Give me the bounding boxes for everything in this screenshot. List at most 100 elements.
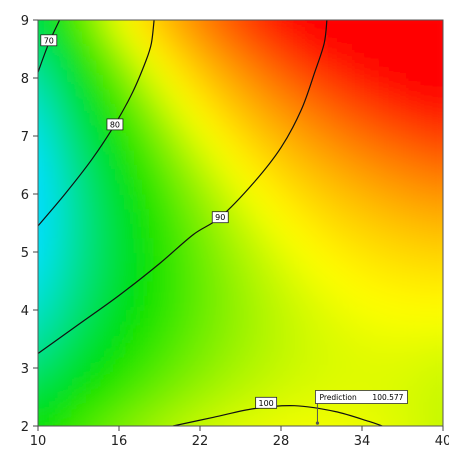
heatmap-cell bbox=[307, 266, 322, 282]
heatmap-cell bbox=[388, 237, 403, 253]
heatmap-cell bbox=[240, 396, 255, 412]
heatmap-cell bbox=[172, 48, 187, 64]
heatmap-cell bbox=[199, 295, 214, 311]
heatmap-cell bbox=[91, 309, 106, 325]
heatmap-cell bbox=[429, 20, 443, 35]
heatmap-cell bbox=[91, 367, 106, 383]
heatmap-cell bbox=[132, 20, 147, 21]
contour-label-box-100 bbox=[255, 396, 278, 409]
heatmap-cell bbox=[294, 179, 309, 195]
heatmap-cell bbox=[159, 0, 174, 6]
heatmap-cell bbox=[253, 20, 268, 21]
heatmap-cell bbox=[361, 251, 376, 267]
heatmap-cell bbox=[253, 48, 268, 64]
heatmap-cell bbox=[213, 411, 228, 426]
heatmap-cell bbox=[118, 222, 133, 238]
heatmap-cell bbox=[172, 411, 187, 426]
heatmap-cell bbox=[145, 63, 160, 79]
heatmap-cell bbox=[267, 338, 282, 354]
heatmap-cell bbox=[172, 20, 187, 35]
heatmap-cell bbox=[64, 34, 79, 50]
heatmap-cell bbox=[92, 0, 107, 6]
heatmap-cell bbox=[307, 208, 322, 224]
heatmap-cell bbox=[132, 338, 147, 354]
heatmap-cell bbox=[64, 164, 79, 180]
heatmap-cell bbox=[159, 208, 174, 224]
heatmap-cell bbox=[388, 106, 403, 122]
heatmap-cell bbox=[38, 280, 52, 296]
heatmap-cell bbox=[240, 193, 255, 209]
contour-lines bbox=[38, 20, 383, 426]
heatmap-cell bbox=[132, 193, 147, 209]
heatmap-cell bbox=[348, 295, 363, 311]
heatmap-cell bbox=[334, 266, 349, 282]
heatmap-cell bbox=[38, 237, 52, 253]
heatmap-cell bbox=[38, 48, 39, 64]
heatmap-cell bbox=[132, 440, 147, 456]
heatmap-cell bbox=[253, 353, 268, 369]
heatmap-cell bbox=[78, 34, 93, 50]
heatmap-cell bbox=[226, 92, 241, 108]
heatmap-cell bbox=[51, 309, 66, 325]
heatmap-cell bbox=[213, 150, 228, 166]
heatmap-cell bbox=[91, 20, 106, 35]
heatmap-cell bbox=[280, 20, 295, 21]
y-tick-label: 3 bbox=[21, 362, 29, 377]
heatmap-cell bbox=[334, 92, 349, 108]
heatmap-cell bbox=[240, 63, 255, 79]
heatmap-cell bbox=[294, 295, 309, 311]
heatmap-cell bbox=[334, 309, 349, 325]
heatmap-cell bbox=[38, 150, 39, 166]
heatmap-cell bbox=[38, 280, 39, 296]
heatmap-cell bbox=[132, 411, 147, 426]
heatmap-cell bbox=[159, 440, 174, 456]
heatmap-cell bbox=[388, 77, 403, 93]
heatmap-cell bbox=[118, 367, 133, 383]
heatmap-cell bbox=[415, 324, 430, 340]
heatmap-cell bbox=[429, 193, 443, 209]
heatmap-cell bbox=[348, 20, 363, 35]
heatmap-cell bbox=[227, 0, 242, 6]
heatmap-cell bbox=[402, 208, 417, 224]
heatmap-cell bbox=[240, 367, 255, 383]
heatmap-cell bbox=[51, 77, 66, 93]
heatmap-cell bbox=[240, 324, 255, 340]
heatmap-cell bbox=[78, 193, 93, 209]
heatmap-cell bbox=[294, 440, 309, 456]
heatmap-cell bbox=[105, 106, 120, 122]
heatmap-cell bbox=[226, 121, 241, 137]
heatmap-surface bbox=[11, 0, 443, 456]
heatmap-cell bbox=[267, 309, 282, 325]
heatmap-cell bbox=[213, 179, 228, 195]
contour-labels: 70 80 90 100 bbox=[40, 34, 278, 409]
heatmap-cell bbox=[402, 309, 417, 325]
heatmap-cell bbox=[199, 92, 214, 108]
heatmap-cell bbox=[64, 63, 79, 79]
heatmap-cell bbox=[254, 0, 269, 6]
plot-frame bbox=[37, 19, 444, 427]
heatmap-cell bbox=[172, 367, 187, 383]
heatmap-cell bbox=[172, 338, 187, 354]
heatmap-cell bbox=[415, 338, 430, 354]
heatmap-cell bbox=[78, 425, 93, 426]
heatmap-cell bbox=[51, 48, 66, 64]
heatmap-cell bbox=[402, 0, 417, 6]
heatmap-cell bbox=[375, 222, 390, 238]
heatmap-cell bbox=[375, 266, 390, 282]
heatmap-cell bbox=[240, 353, 255, 369]
heatmap-cell bbox=[132, 251, 147, 267]
heatmap-cell bbox=[415, 135, 430, 151]
heatmap-cell bbox=[11, 0, 26, 6]
heatmap-cell bbox=[132, 48, 147, 64]
heatmap-cell bbox=[388, 295, 403, 311]
contour-line-100 bbox=[172, 405, 383, 426]
x-tick-label: 28 bbox=[273, 434, 290, 449]
heatmap-cell bbox=[280, 353, 295, 369]
heatmap-cell bbox=[11, 49, 26, 65]
heatmap-cell bbox=[145, 295, 160, 311]
heatmap-cell bbox=[348, 34, 363, 50]
heatmap-cell bbox=[119, 0, 134, 6]
heatmap-cell bbox=[280, 150, 295, 166]
heatmap-cell bbox=[375, 20, 390, 21]
heatmap-cell bbox=[308, 0, 323, 6]
